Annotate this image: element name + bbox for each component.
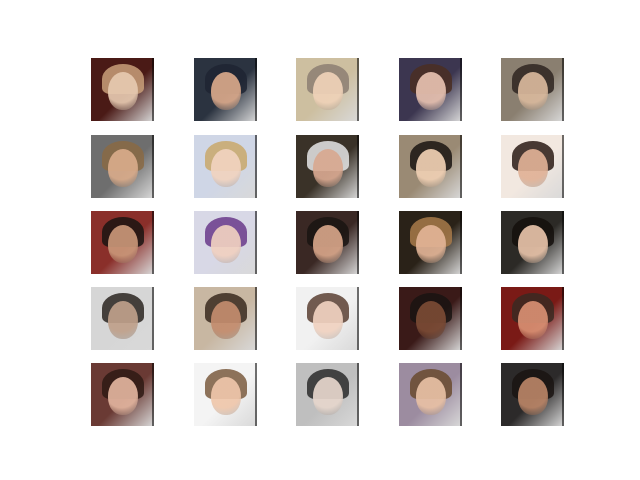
thumbnail-edge xyxy=(357,211,359,274)
face-thumbnail xyxy=(194,363,257,426)
face-shape xyxy=(415,300,446,339)
face-shape xyxy=(210,300,241,339)
thumbnail-edge xyxy=(357,287,359,350)
face-shape xyxy=(312,71,343,110)
face-thumbnail xyxy=(296,211,359,274)
thumbnail-edge xyxy=(152,211,154,274)
face-shape xyxy=(210,224,241,263)
thumbnail-edge xyxy=(562,363,564,426)
thumbnail-edge xyxy=(152,58,154,121)
face-thumbnail xyxy=(194,287,257,350)
face-shape xyxy=(210,376,241,415)
face-shape xyxy=(107,300,138,339)
face-thumbnail xyxy=(194,58,257,121)
face-thumbnail xyxy=(501,211,564,274)
thumbnail-edge xyxy=(460,287,462,350)
face-thumbnail xyxy=(91,287,154,350)
face-shape xyxy=(415,224,446,263)
face-shape xyxy=(107,224,138,263)
face-thumbnail xyxy=(399,211,462,274)
face-thumbnail xyxy=(91,211,154,274)
face-shape xyxy=(210,71,241,110)
thumbnail-edge xyxy=(152,363,154,426)
face-thumbnail xyxy=(91,135,154,198)
face-thumbnail xyxy=(501,363,564,426)
thumbnail-edge xyxy=(357,58,359,121)
face-shape xyxy=(517,376,548,415)
thumbnail-edge xyxy=(460,363,462,426)
thumbnail-edge xyxy=(562,287,564,350)
thumbnail-edge xyxy=(460,135,462,198)
thumbnail-edge xyxy=(152,287,154,350)
thumbnail-edge xyxy=(562,135,564,198)
thumbnail-edge xyxy=(460,211,462,274)
face-thumbnail xyxy=(501,58,564,121)
thumbnail-edge xyxy=(255,211,257,274)
face-thumbnail xyxy=(399,58,462,121)
face-thumbnail xyxy=(296,58,359,121)
thumbnail-edge xyxy=(152,135,154,198)
face-thumbnail xyxy=(296,363,359,426)
face-shape xyxy=(312,224,343,263)
face-thumbnail xyxy=(399,135,462,198)
face-thumbnail xyxy=(194,211,257,274)
face-thumbnail xyxy=(399,363,462,426)
face-thumbnail xyxy=(91,58,154,121)
face-shape xyxy=(517,224,548,263)
face-shape xyxy=(312,148,343,187)
thumbnail-edge xyxy=(255,363,257,426)
face-shape xyxy=(517,148,548,187)
thumbnail-edge xyxy=(562,58,564,121)
face-shape xyxy=(312,376,343,415)
face-thumbnail xyxy=(501,135,564,198)
face-thumbnail xyxy=(501,287,564,350)
face-thumbnail xyxy=(399,287,462,350)
face-shape xyxy=(107,376,138,415)
face-shape xyxy=(415,148,446,187)
thumbnail-edge xyxy=(562,211,564,274)
face-shape xyxy=(517,300,548,339)
face-shape xyxy=(517,71,548,110)
thumbnail-edge xyxy=(460,58,462,121)
face-shape xyxy=(107,71,138,110)
thumbnail-edge xyxy=(255,135,257,198)
face-shape xyxy=(210,148,241,187)
face-thumbnail xyxy=(91,363,154,426)
face-shape xyxy=(415,376,446,415)
thumbnail-edge xyxy=(255,58,257,121)
thumbnail-edge xyxy=(357,363,359,426)
face-thumbnail xyxy=(296,287,359,350)
face-shape xyxy=(415,71,446,110)
face-shape xyxy=(312,300,343,339)
face-thumbnail xyxy=(194,135,257,198)
thumbnail-edge xyxy=(255,287,257,350)
face-shape xyxy=(107,148,138,187)
thumbnail-edge xyxy=(357,135,359,198)
face-thumbnail xyxy=(296,135,359,198)
